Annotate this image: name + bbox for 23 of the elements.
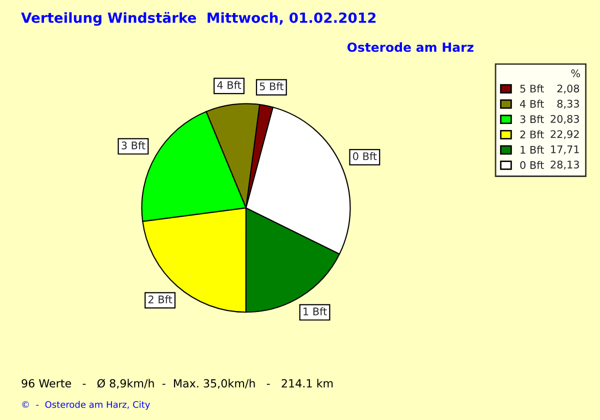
legend-label: 0 Bft: [520, 160, 544, 170]
data-label: 17,71: [551, 146, 579, 154]
text: © - Osterode am Harz, City: [22, 400, 150, 410]
data-label: 20,83: [550, 114, 579, 124]
data-label: 28,13: [550, 160, 579, 170]
slice-label: 5 Bft: [260, 82, 284, 90]
slice-label: 2 Bft: [148, 295, 172, 304]
legend-label: 5 Bft: [520, 84, 544, 93]
data-label: 8,33: [557, 100, 579, 109]
chart-title: Verteilung Windstärke Mittwoch, 01.02.2012: [21, 12, 376, 26]
legend-title: %: [571, 69, 580, 78]
slice-label: 1 Bft: [304, 307, 327, 316]
slice-label: 0 Bft: [353, 152, 377, 160]
legend-label: 3 Bft: [520, 115, 544, 124]
legend-label: 1 Bft: [520, 146, 544, 154]
data-label: 2,08: [557, 84, 580, 94]
legend-label: 2 Bft: [520, 130, 544, 138]
legend-label: 4 Bft: [520, 100, 544, 108]
text: 96 Werte - Ø 8,9km/h - Max. 35,0km/h - 214.1 km: [22, 378, 333, 389]
slice-label: 4 Bft: [217, 80, 242, 89]
data-label: 22,92: [550, 130, 579, 140]
slice-label: 3 Bft: [122, 141, 146, 150]
chart-subtitle: Osterode am Harz: [347, 42, 474, 52]
